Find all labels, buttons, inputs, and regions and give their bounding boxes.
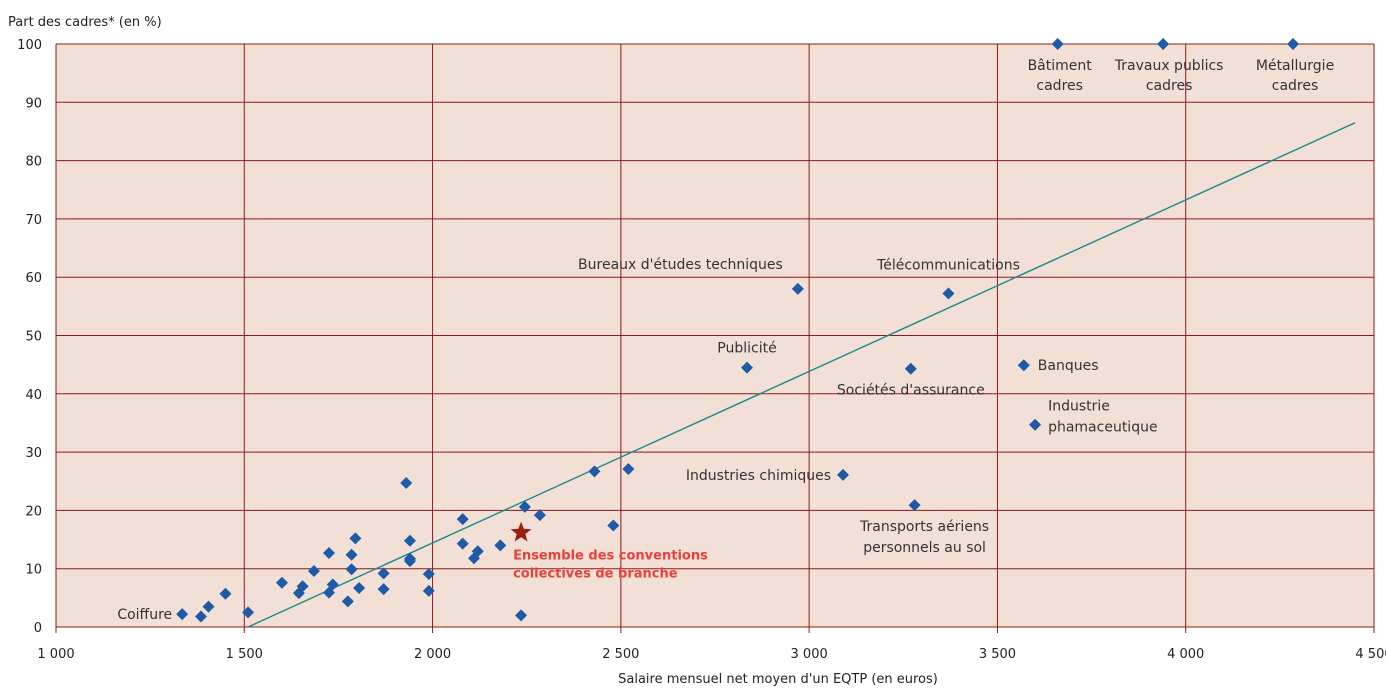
y-tick-label-0: 0 (34, 621, 42, 636)
point-label-39: Sociétés d'assurance (837, 383, 985, 399)
x-tick-label-5: 3 500 (979, 647, 1016, 662)
y-tick-label-2: 20 (25, 504, 42, 519)
y-tick-label-3: 30 (25, 446, 42, 461)
data-point-41 (942, 287, 955, 300)
point-labels: Coiffure Publicité Bureaux d'études techni… (117, 58, 1334, 623)
highlight-label: Ensemble des conventions collectives de b… (513, 549, 708, 582)
data-point-46 (1287, 38, 1300, 50)
data-point-22 (403, 555, 416, 568)
data-point-20 (403, 534, 416, 547)
data-point-16 (353, 581, 366, 594)
x-tick-label-2: 2 000 (414, 647, 451, 662)
point-label-36: Publicité (717, 341, 776, 357)
x-tick-label-3: 2 500 (602, 647, 639, 662)
data-point-36 (741, 361, 754, 374)
data-point-31 (518, 500, 531, 513)
x-tick-label-0: 1 000 (37, 647, 74, 662)
data-point-17 (377, 567, 390, 580)
data-point-19 (400, 476, 413, 489)
data-point-15 (349, 532, 362, 545)
trend-line (247, 122, 1356, 628)
highlight-group: Ensemble des conventions collectives de b… (510, 521, 708, 582)
data-point-18 (377, 583, 390, 596)
point-label-43: Industrie phamaceutique (1048, 399, 1158, 436)
data-point-12 (341, 595, 354, 608)
point-label-0: Coiffure (117, 607, 172, 623)
y-tick-label-5: 50 (25, 330, 42, 345)
point-label-38: Industries chimiques (686, 468, 831, 484)
y-tick-label-9: 90 (25, 96, 42, 111)
y-tick-label-6: 60 (25, 271, 42, 286)
y-tick-labels: 0 10 20 30 40 50 60 70 80 90 100 (17, 38, 42, 636)
data-point-34 (607, 519, 620, 532)
y-tick-label-8: 80 (25, 155, 42, 170)
point-label-42: Banques (1038, 358, 1099, 374)
x-tick-labels: 1 000 1 500 2 000 2 500 3 000 3 500 4 000 4 500 (37, 647, 1386, 662)
data-point-25 (456, 513, 469, 526)
point-label-44: Bâtiment cadres (1028, 58, 1093, 94)
y-tick-label-4: 40 (25, 388, 42, 403)
y-tick-label-7: 70 (25, 213, 42, 228)
data-point-9 (323, 546, 336, 559)
data-point-32 (533, 509, 546, 522)
point-label-40: Transports aériens personnels au sol (859, 519, 989, 556)
data-point-44 (1051, 38, 1064, 50)
data-point-29 (494, 539, 507, 552)
data-point-23 (422, 567, 435, 580)
data-point-24 (422, 584, 435, 597)
data-point-33 (588, 465, 601, 478)
y-tick-label-1: 10 (25, 563, 42, 578)
data-point-5 (275, 576, 288, 589)
data-point-43 (1029, 418, 1042, 431)
grid-lines (55, 43, 1375, 633)
data-point-4 (242, 606, 255, 619)
point-label-45: Travaux publics cadres (1114, 58, 1224, 94)
data-point-0 (176, 608, 189, 621)
data-point-40 (908, 499, 921, 512)
data-point-30 (515, 609, 528, 622)
data-point-42 (1017, 359, 1030, 372)
x-axis-label: Salaire mensuel net moyen d'un EQTP (en … (618, 672, 938, 687)
point-label-46: Métallurgie cadres (1256, 58, 1334, 94)
data-point-28 (471, 545, 484, 558)
data-point-1 (194, 610, 207, 623)
data-point-7 (296, 580, 309, 593)
data-points (176, 38, 1300, 623)
data-point-38 (837, 468, 850, 481)
y-axis-label: Part des cadres* (en %) (8, 15, 162, 30)
data-point-13 (345, 548, 358, 561)
data-point-35 (622, 463, 635, 476)
data-point-14 (345, 563, 358, 576)
data-point-11 (326, 578, 339, 591)
data-point-39 (904, 362, 917, 375)
x-tick-label-4: 3 000 (791, 647, 828, 662)
data-point-3 (219, 587, 232, 600)
data-point-8 (307, 565, 320, 578)
x-tick-label-1: 1 500 (226, 647, 263, 662)
x-tick-label-7: 4 500 (1355, 647, 1386, 662)
y-tick-label-10: 100 (17, 38, 42, 53)
point-label-37: Bureaux d'études techniques (578, 257, 783, 273)
highlight-star-icon (510, 521, 532, 542)
x-tick-label-6: 4 000 (1167, 647, 1204, 662)
data-point-2 (202, 600, 215, 613)
data-point-37 (791, 282, 804, 295)
data-point-45 (1157, 38, 1170, 50)
data-point-26 (456, 537, 469, 550)
point-label-41: Télécommunications (876, 258, 1020, 274)
